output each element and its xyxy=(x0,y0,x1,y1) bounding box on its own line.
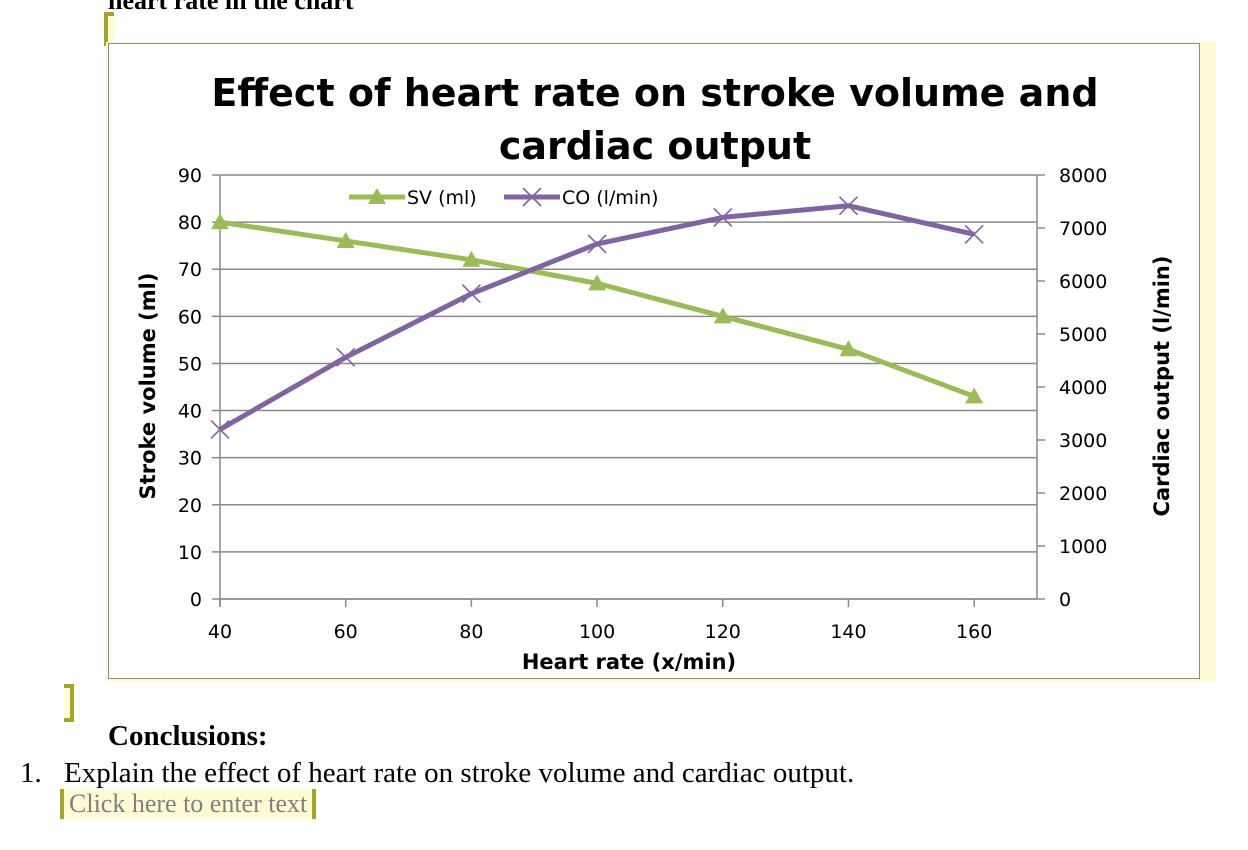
x-tick-label: 120 xyxy=(705,621,741,643)
data-point-triangle xyxy=(839,340,858,357)
y2-tick-label: 7000 xyxy=(1059,218,1107,240)
conclusions-heading: Conclusions: xyxy=(108,720,268,752)
marker-stroke xyxy=(838,196,859,216)
question-text: Explain the effect of heart rate on stro… xyxy=(64,757,855,789)
data-point-x xyxy=(964,224,984,244)
y-tick-label: 0 xyxy=(190,589,202,611)
y2-tick-label: 4000 xyxy=(1059,377,1107,399)
data-point-x xyxy=(587,234,607,254)
left-axis-ticks: 0 10 20 30 40 50 60 70 80 90 xyxy=(178,165,220,611)
y2-tick-label: 0 xyxy=(1059,589,1071,611)
y2-tick-label: 6000 xyxy=(1059,271,1107,293)
question-number: 1. xyxy=(20,757,42,789)
data-point-triangle xyxy=(336,231,355,248)
legend-marker-x xyxy=(522,187,542,207)
x-axis-label: Heart rate (x/min) xyxy=(522,650,736,674)
chart-svg: Effect of heart rate on stroke volume an… xyxy=(136,71,1174,674)
x-tick-label: 100 xyxy=(579,621,615,643)
y-tick-label: 40 xyxy=(178,401,202,423)
legend-label: CO (l/min) xyxy=(562,187,659,209)
marker-stroke xyxy=(210,419,230,439)
y2-tick-label: 8000 xyxy=(1059,165,1107,187)
y-tick-label: 50 xyxy=(178,353,202,375)
legend-label: SV (ml) xyxy=(407,187,477,209)
right-axis-ticks: 0 1000 2000 3000 4000 5000 6000 7000 8000 xyxy=(1037,165,1107,611)
legend: SV (ml) CO (l/min) xyxy=(349,187,659,209)
answer-input[interactable]: Click here to enter text xyxy=(60,789,317,819)
chart-frame[interactable]: Effect of heart rate on stroke volume an… xyxy=(108,43,1200,679)
y-tick-label: 30 xyxy=(178,448,202,470)
x-tick-label: 60 xyxy=(334,621,358,643)
data-point-x xyxy=(461,284,481,304)
data-point-x xyxy=(210,419,230,439)
x-tick-label: 40 xyxy=(208,621,232,643)
data-point-triangle xyxy=(588,274,607,291)
data-point-triangle xyxy=(965,387,984,404)
y-axis-label: Stroke volume (ml) xyxy=(136,273,160,500)
data-point-x xyxy=(713,207,733,227)
x-tick-label: 80 xyxy=(459,621,483,643)
data-point-triangle xyxy=(713,307,732,324)
y2-tick-label: 2000 xyxy=(1059,483,1107,505)
series-sv xyxy=(211,213,984,404)
y2-axis-label: Cardiac output (l/min) xyxy=(1150,256,1174,517)
marker-stroke xyxy=(336,347,356,367)
content-control-close-bracket xyxy=(64,684,74,722)
y2-tick-label: 5000 xyxy=(1059,324,1107,346)
y-tick-label: 70 xyxy=(178,259,202,281)
y-tick-label: 80 xyxy=(178,212,202,234)
series-layer xyxy=(210,196,984,439)
chart-title-line-2: cardiac output xyxy=(499,124,811,168)
marker-stroke xyxy=(461,284,481,304)
series-line xyxy=(219,219,976,399)
content-control-open-bracket xyxy=(104,12,114,46)
marker-stroke xyxy=(587,234,607,254)
marker-stroke xyxy=(522,187,542,207)
x-tick-label: 140 xyxy=(830,621,866,643)
y-tick-label: 20 xyxy=(178,495,202,517)
gridlines xyxy=(220,174,1037,600)
data-point-x xyxy=(838,196,859,216)
x-tick-label: 160 xyxy=(956,621,992,643)
cut-off-heading: heart rate in the chart xyxy=(108,0,354,15)
series-co xyxy=(210,196,984,439)
marker-stroke xyxy=(713,207,733,227)
data-point-triangle xyxy=(211,213,229,230)
chart-title-line-1: Effect of heart rate on stroke volume an… xyxy=(211,71,1098,115)
x-axis-ticks: 40 60 80 100 120 140 160 xyxy=(208,599,992,643)
marker-stroke xyxy=(964,224,984,244)
y-tick-label: 90 xyxy=(178,165,202,187)
y2-tick-label: 1000 xyxy=(1059,536,1107,558)
data-point-x xyxy=(336,347,356,367)
y-tick-label: 10 xyxy=(178,542,202,564)
legend-marker-triangle xyxy=(368,188,386,204)
y-tick-label: 60 xyxy=(178,306,202,328)
legend-item: SV (ml) xyxy=(349,187,477,209)
legend-item: CO (l/min) xyxy=(504,187,659,209)
data-point-triangle xyxy=(462,250,481,267)
y2-tick-label: 3000 xyxy=(1059,430,1107,452)
